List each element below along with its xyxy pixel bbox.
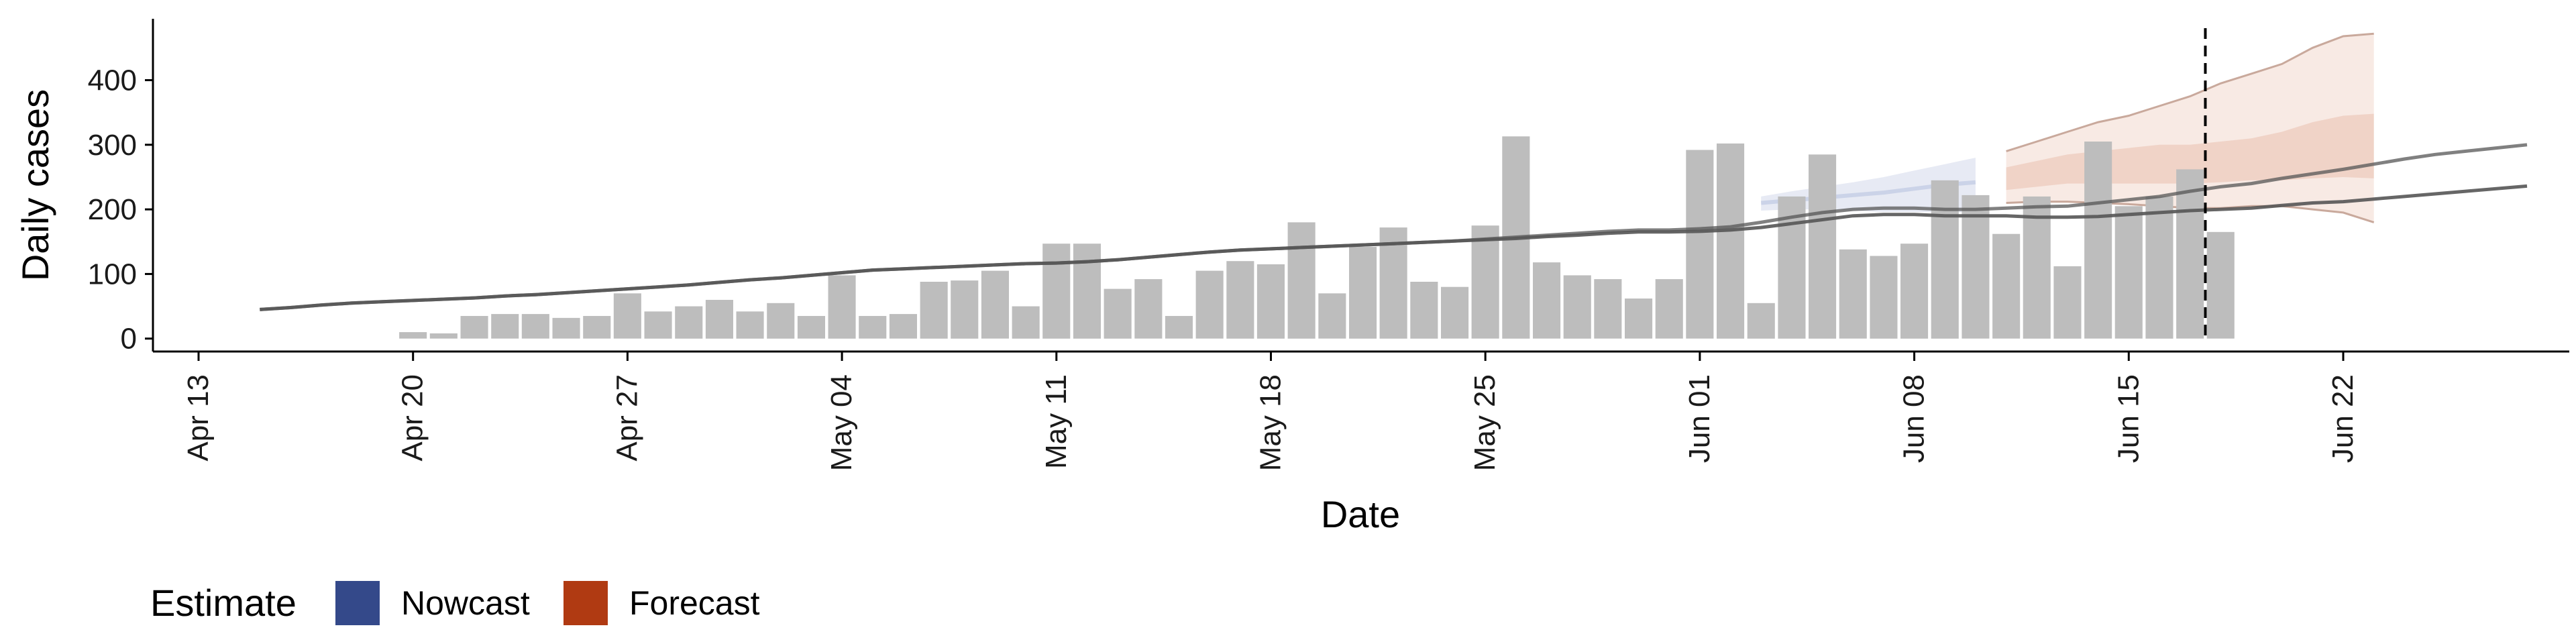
case-bar bbox=[583, 316, 611, 339]
case-bar bbox=[675, 306, 703, 339]
case-bar bbox=[828, 275, 856, 339]
case-bar bbox=[2176, 169, 2204, 339]
case-bar bbox=[705, 300, 733, 339]
uncertainty-bands bbox=[1760, 32, 2375, 223]
case-bar bbox=[1042, 244, 1071, 339]
case-bar bbox=[1747, 303, 1775, 339]
x-tick-label: Jun 08 bbox=[1898, 374, 1931, 463]
x-tick-label: Jun 01 bbox=[1683, 374, 1716, 463]
legend-label-nowcast: Nowcast bbox=[401, 584, 530, 622]
x-tick-label: Apr 27 bbox=[610, 374, 643, 462]
case-bar bbox=[460, 316, 488, 339]
y-tick-label: 100 bbox=[88, 258, 137, 290]
case-bar bbox=[1992, 233, 2021, 339]
x-tick-label: Jun 15 bbox=[2112, 374, 2145, 463]
case-bar bbox=[2114, 206, 2143, 339]
case-bar bbox=[1533, 262, 1561, 339]
case-bar bbox=[2053, 266, 2082, 339]
case-bar bbox=[491, 314, 519, 339]
case-bar bbox=[1839, 249, 1867, 339]
case-bar bbox=[797, 316, 825, 339]
case-bar bbox=[767, 303, 795, 339]
case-bar bbox=[1594, 279, 1622, 339]
case-bar bbox=[1226, 261, 1254, 339]
legend-swatch-forecast bbox=[564, 581, 608, 625]
case-bar bbox=[644, 311, 672, 339]
case-bar bbox=[1686, 150, 1714, 339]
case-bar bbox=[429, 333, 458, 339]
case-bar bbox=[1870, 256, 1898, 339]
reported-case-bars bbox=[399, 136, 2235, 339]
y-tick-label: 0 bbox=[121, 323, 137, 356]
case-bar bbox=[613, 293, 641, 339]
legend-title: Estimate bbox=[150, 582, 297, 624]
y-axis-ticks: 0 100 200 300 400 bbox=[88, 64, 153, 356]
legend-label-forecast: Forecast bbox=[629, 584, 760, 622]
case-bar bbox=[1471, 225, 1499, 339]
case-bar bbox=[951, 280, 979, 339]
legend: Estimate Nowcast Forecast bbox=[150, 581, 760, 625]
y-axis-title: Daily cases bbox=[14, 89, 56, 281]
case-bar bbox=[920, 282, 948, 339]
case-bar bbox=[399, 332, 427, 339]
case-bar bbox=[1104, 288, 1132, 339]
y-tick-label: 300 bbox=[88, 129, 137, 162]
case-bar bbox=[1256, 264, 1285, 339]
case-bar bbox=[981, 270, 1009, 339]
case-bar bbox=[1809, 154, 1837, 339]
case-bar bbox=[2206, 231, 2235, 339]
x-axis-ticks: Apr 13 Apr 20 Apr 27 May 04 May 11 May 18 May … bbox=[182, 352, 2359, 471]
case-bar bbox=[1625, 299, 1653, 339]
x-tick-label: Apr 13 bbox=[182, 374, 215, 462]
case-bar bbox=[1900, 244, 1929, 339]
x-tick-label: Jun 22 bbox=[2326, 374, 2359, 463]
x-axis-title: Date bbox=[1321, 493, 1400, 535]
case-bar bbox=[2023, 196, 2051, 339]
x-tick-label: May 25 bbox=[1468, 374, 1501, 471]
case-bar bbox=[2145, 196, 2174, 339]
case-bar bbox=[1379, 227, 1407, 339]
trend-median-line bbox=[260, 184, 2528, 311]
case-bar bbox=[1931, 180, 1959, 339]
case-bar bbox=[1012, 306, 1040, 339]
case-bar bbox=[1287, 222, 1316, 339]
case-bar bbox=[889, 314, 917, 339]
case-bar bbox=[1165, 316, 1193, 339]
case-bar bbox=[1717, 143, 1745, 339]
case-bar bbox=[2084, 142, 2112, 339]
x-tick-label: May 04 bbox=[825, 374, 858, 471]
case-bar bbox=[1655, 279, 1683, 339]
case-bar bbox=[859, 316, 887, 339]
x-tick-label: May 11 bbox=[1040, 374, 1073, 469]
x-tick-label: Apr 20 bbox=[396, 374, 429, 462]
case-bar bbox=[1410, 282, 1438, 339]
legend-swatch-nowcast bbox=[335, 581, 380, 625]
trend-lines bbox=[260, 143, 2528, 311]
case-bar bbox=[1441, 286, 1469, 339]
case-bar bbox=[521, 314, 549, 339]
case-bar bbox=[736, 311, 764, 339]
case-bar bbox=[1962, 195, 1990, 339]
x-tick-label: May 18 bbox=[1254, 374, 1287, 471]
forecast-upper-line bbox=[2006, 32, 2374, 152]
case-bar bbox=[1195, 270, 1224, 339]
case-bar bbox=[552, 317, 580, 339]
case-bar bbox=[1073, 244, 1101, 339]
case-bar bbox=[1318, 293, 1346, 339]
case-bar bbox=[1134, 279, 1163, 339]
y-tick-label: 200 bbox=[88, 193, 137, 226]
case-bar bbox=[1563, 275, 1591, 339]
case-bar bbox=[1349, 247, 1377, 339]
y-tick-label: 400 bbox=[88, 64, 137, 97]
